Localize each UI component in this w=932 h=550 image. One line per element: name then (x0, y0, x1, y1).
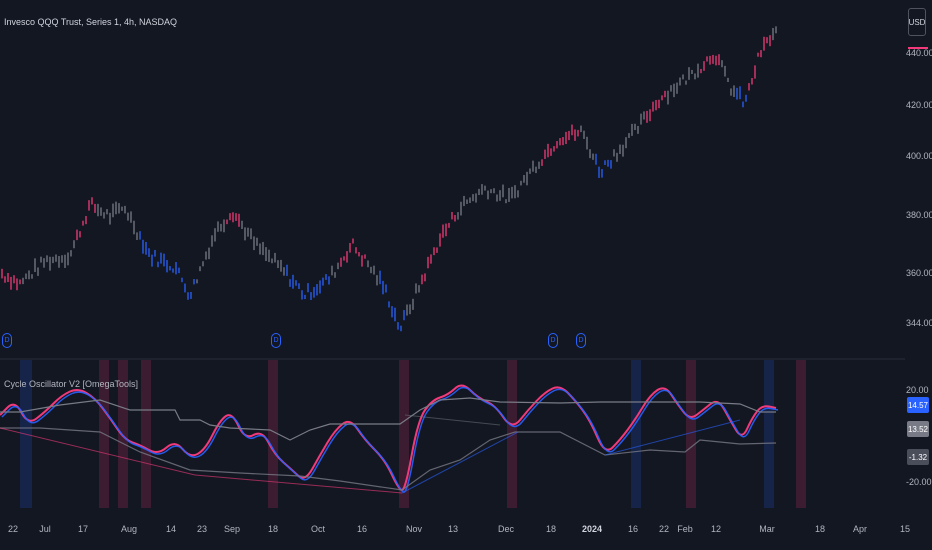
oscillator-lines (0, 384, 779, 494)
signal-value-label: 13.52 (907, 421, 929, 437)
symbol-title: Invesco QQQ Trust, Series 1, 4h, NASDAQ (4, 17, 178, 27)
time-tick: 15 (899, 524, 911, 534)
oscillator-line (0, 384, 777, 491)
trend-line (604, 419, 741, 456)
time-tick: 18 (545, 524, 557, 534)
price-bars (1, 26, 777, 332)
cycle-zone (507, 360, 517, 508)
time-tick: 17 (77, 524, 89, 534)
trend-line (194, 474, 403, 494)
time-tick: 2024 (581, 524, 603, 534)
price-tick: 380.00 (906, 210, 932, 220)
upper-band-line (0, 397, 776, 441)
time-tick: 14 (165, 524, 177, 534)
currency-button[interactable]: USD (908, 8, 926, 36)
price-tick: 420.00 (906, 100, 932, 110)
price-tick: 344.00 (906, 318, 932, 328)
oscillator-tick: 20.00 (906, 385, 929, 395)
oscillator-tick: -20.00 (906, 477, 932, 487)
time-tick: 16 (356, 524, 368, 534)
cycle-zone (268, 360, 278, 508)
time-tick: Sep (223, 524, 241, 534)
indicator-title[interactable]: Cycle Oscillator V2 [OmegaTools] (4, 379, 139, 389)
time-tick: Nov (405, 524, 423, 534)
last-price-marker (908, 47, 928, 49)
time-tick: 22 (658, 524, 670, 534)
time-tick: Mar (759, 524, 775, 534)
time-tick: Oct (310, 524, 326, 534)
time-tick: Apr (852, 524, 868, 534)
cycle-zone (686, 360, 696, 508)
trend-line (401, 431, 519, 494)
dividend-icon[interactable]: D (2, 333, 12, 348)
price-tick: 440.00 (906, 48, 932, 58)
dividend-icon[interactable]: D (548, 333, 558, 348)
oscillator-value-label: 14.57 (907, 397, 929, 413)
time-tick: 16 (627, 524, 639, 534)
dividend-icon[interactable]: D (576, 333, 586, 348)
dividend-icon[interactable]: D (271, 333, 281, 348)
lower-band-line (0, 427, 777, 491)
time-tick: 23 (196, 524, 208, 534)
time-tick: Jul (39, 524, 51, 534)
cycle-zone (764, 360, 774, 508)
oscillator-signal-line (1, 386, 779, 493)
cycle-zone (796, 360, 806, 508)
trend-line (0, 427, 196, 476)
time-tick: 18 (814, 524, 826, 534)
price-tick: 360.00 (906, 268, 932, 278)
time-tick: 22 (7, 524, 19, 534)
time-tick: 12 (710, 524, 722, 534)
time-tick: 13 (447, 524, 459, 534)
price-tick: 400.00 (906, 151, 932, 161)
trend-line (404, 414, 501, 426)
time-tick: 18 (267, 524, 279, 534)
time-tick: Feb (677, 524, 693, 534)
cycle-zone (399, 360, 409, 508)
band-value-label: -1.32 (907, 449, 929, 465)
cycle-zone (118, 360, 128, 508)
cycle-zone (631, 360, 641, 508)
time-tick: Dec (497, 524, 515, 534)
cycle-zone (141, 360, 151, 508)
time-tick: Aug (120, 524, 138, 534)
